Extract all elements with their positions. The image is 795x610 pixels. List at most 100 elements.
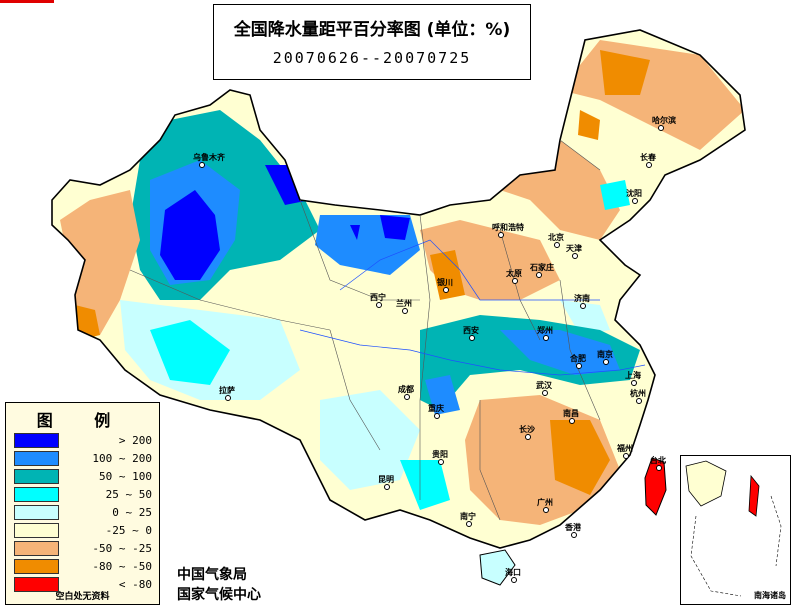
city-label: 长沙 bbox=[519, 425, 535, 434]
south-china-sea-inset: 南海诸岛 bbox=[680, 455, 791, 605]
city-marker bbox=[576, 363, 582, 369]
city-marker bbox=[199, 162, 205, 168]
city-label: 南昌 bbox=[563, 409, 579, 418]
legend-range-label: 0 ~ 25 bbox=[112, 506, 152, 519]
city-marker bbox=[511, 577, 517, 583]
red-corner-mark bbox=[0, 0, 54, 3]
city-label: 贵阳 bbox=[432, 450, 448, 459]
city-label: 哈尔滨 bbox=[652, 116, 676, 125]
legend-swatch bbox=[14, 451, 59, 466]
legend-item: 0 ~ 25 bbox=[14, 505, 154, 521]
city-label: 西安 bbox=[463, 326, 479, 335]
agency-line-1: 中国气象局 bbox=[177, 567, 247, 583]
city-marker bbox=[580, 303, 586, 309]
legend-item: < -80 bbox=[14, 577, 154, 593]
agency-line-2: 国家气候中心 bbox=[177, 587, 261, 603]
city-label: 沈阳 bbox=[626, 189, 642, 198]
city-marker bbox=[225, 395, 231, 401]
legend-item: > 200 bbox=[14, 433, 154, 449]
legend-item: 25 ~ 50 bbox=[14, 487, 154, 503]
city-marker bbox=[554, 242, 560, 248]
legend-item: 100 ~ 200 bbox=[14, 451, 154, 467]
city-label: 天津 bbox=[566, 244, 582, 253]
legend-item: -50 ~ -25 bbox=[14, 541, 154, 557]
city-label: 福州 bbox=[617, 444, 633, 453]
city-label: 银川 bbox=[437, 278, 453, 287]
legend-range-label: -80 ~ -50 bbox=[92, 560, 152, 573]
city-label: 郑州 bbox=[537, 326, 553, 335]
legend-title: 图 例 bbox=[36, 411, 129, 430]
city-marker bbox=[572, 253, 578, 259]
city-marker bbox=[466, 521, 472, 527]
city-marker bbox=[571, 532, 577, 538]
legend-range-label: > 200 bbox=[118, 434, 152, 447]
city-marker bbox=[525, 434, 531, 440]
city-marker bbox=[434, 413, 440, 419]
city-marker bbox=[376, 302, 382, 308]
city-marker bbox=[402, 308, 408, 314]
legend: 图 例 > 200 100 ~ 200 50 ~ 100 25 ~ 50 0 ~ 25 -… bbox=[5, 402, 160, 605]
legend-range-label: -50 ~ -25 bbox=[92, 542, 152, 555]
city-label: 香港 bbox=[565, 523, 581, 532]
legend-item: 50 ~ 100 bbox=[14, 469, 154, 485]
legend-swatch bbox=[14, 577, 59, 592]
city-label: 上海 bbox=[625, 371, 641, 380]
city-label: 西宁 bbox=[370, 293, 386, 302]
no-data-note: 空白处无资料 bbox=[55, 592, 110, 602]
city-label: 兰州 bbox=[396, 299, 412, 308]
date-range: 20070626--20070725 bbox=[272, 49, 472, 67]
city-marker bbox=[384, 484, 390, 490]
map-title: 全国降水量距平百分率图 (单位：%) bbox=[233, 20, 511, 40]
legend-item: -25 ~ 0 bbox=[14, 523, 154, 539]
inset-map bbox=[685, 460, 782, 597]
legend-swatch bbox=[14, 433, 59, 448]
city-label: 武汉 bbox=[536, 381, 552, 390]
city-marker bbox=[569, 418, 575, 424]
city-label: 济南 bbox=[574, 294, 590, 303]
city-label: 北京 bbox=[548, 233, 564, 242]
legend-range-label: 25 ~ 50 bbox=[105, 488, 152, 501]
city-marker bbox=[512, 278, 518, 284]
city-marker bbox=[543, 335, 549, 341]
city-marker bbox=[498, 232, 504, 238]
city-label: 广州 bbox=[537, 498, 553, 507]
city-label: 台北 bbox=[650, 456, 666, 465]
city-marker bbox=[603, 359, 609, 365]
city-marker bbox=[536, 272, 542, 278]
city-label: 海口 bbox=[505, 568, 521, 577]
city-marker bbox=[404, 394, 410, 400]
city-marker bbox=[623, 453, 629, 459]
city-label: 呼和浩特 bbox=[492, 223, 524, 232]
city-marker bbox=[443, 287, 449, 293]
city-marker bbox=[438, 459, 444, 465]
legend-swatch bbox=[14, 469, 59, 484]
hainan-island bbox=[479, 549, 516, 586]
city-label: 南宁 bbox=[460, 512, 476, 521]
city-label: 杭州 bbox=[630, 389, 646, 398]
city-label: 南京 bbox=[597, 350, 613, 359]
city-marker bbox=[631, 380, 637, 386]
legend-item: -80 ~ -50 bbox=[14, 559, 154, 575]
legend-range-label: < -80 bbox=[118, 578, 152, 591]
city-marker bbox=[658, 125, 664, 131]
legend-range-label: 100 ~ 200 bbox=[92, 452, 152, 465]
city-marker bbox=[469, 335, 475, 341]
city-label: 石家庄 bbox=[530, 263, 554, 272]
legend-range-label: 50 ~ 100 bbox=[99, 470, 152, 483]
city-label: 乌鲁木齐 bbox=[193, 153, 225, 162]
city-label: 成都 bbox=[398, 385, 414, 394]
city-marker bbox=[646, 162, 652, 168]
city-marker bbox=[632, 198, 638, 204]
legend-swatch bbox=[14, 523, 59, 538]
taiwan-island bbox=[644, 457, 667, 516]
city-label: 太原 bbox=[506, 269, 522, 278]
city-label: 合肥 bbox=[570, 354, 586, 363]
city-marker bbox=[656, 465, 662, 471]
legend-swatch bbox=[14, 487, 59, 502]
city-label: 长春 bbox=[640, 153, 656, 162]
city-label: 昆明 bbox=[378, 475, 394, 484]
city-marker bbox=[542, 390, 548, 396]
legend-swatch bbox=[14, 541, 59, 556]
title-box: 全国降水量距平百分率图 (单位：%) 20070626--20070725 bbox=[213, 4, 531, 80]
